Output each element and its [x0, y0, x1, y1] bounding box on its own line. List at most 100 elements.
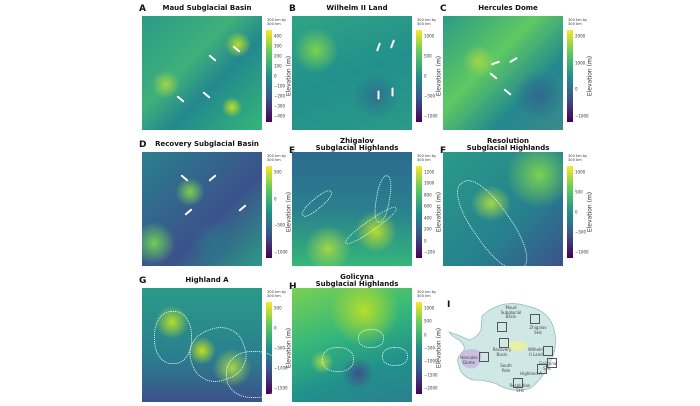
colorbar-label: Elevation (m) [586, 191, 594, 233]
elevation-map [292, 152, 412, 266]
highland-outline [358, 329, 384, 349]
colorbar-tick: −1000 [424, 113, 438, 119]
colorbar-tick: 0 [424, 73, 427, 79]
colorbar-tick: 600 [424, 203, 432, 209]
inset-label: Wilhelm II Land [527, 347, 545, 357]
arrow-icon [391, 87, 394, 97]
colorbar-tick: 200 [274, 53, 282, 59]
highland-outline [382, 347, 408, 367]
panel-title: Zhigalov Subglacial Highlands [315, 137, 399, 152]
colorbar-tick: −1000 [575, 249, 589, 255]
scale-label: 300 km by 300 km [568, 154, 588, 162]
colorbar [266, 30, 272, 122]
colorbar-tick: 500 [575, 189, 583, 195]
colorbar-tick: 400 [424, 215, 432, 221]
scale-label: 300 km by 300 km [267, 154, 287, 162]
elevation-map [142, 152, 262, 266]
colorbar-tick: −300 [274, 103, 285, 109]
elevation-panel-e: E Zhigalov Subglacial Highlands 300 km b… [289, 138, 459, 270]
colorbar-tick: 100 [274, 63, 282, 69]
panel-title: Highland A [185, 276, 229, 284]
colorbar [266, 302, 272, 394]
elevation-map [142, 16, 262, 130]
colorbar-tick: 400 [274, 33, 282, 39]
inset-label: Golicyna SHs [539, 361, 557, 371]
elevation-panel-g: G Highland A 300 km by 300 km Elevation … [139, 274, 309, 406]
colorbar-tick: −1000 [274, 249, 288, 255]
inset-label: Hercules Dome [460, 355, 478, 365]
scale-label: 300 km by 300 km [267, 18, 287, 26]
scale-label: 300 km by 300 km [417, 18, 437, 26]
highland-outline [154, 310, 192, 365]
elevation-panel-d: D Recovery Subglacial Basin 300 km by 30… [139, 138, 309, 270]
colorbar-tick: −1500 [424, 372, 438, 378]
colorbar-tick: 500 [274, 169, 282, 175]
elevation-map [443, 16, 563, 130]
colorbar-tick: −100 [274, 83, 285, 89]
inset-label: South Pole [500, 363, 512, 373]
colorbar-tick: −200 [424, 249, 435, 255]
colorbar-tick: 500 [274, 305, 282, 311]
colorbar-tick: 0 [424, 332, 427, 338]
colorbar-tick: −500 [575, 229, 586, 235]
panel-title: Resolution Subglacial Highlands [466, 137, 550, 152]
scale-label: 300 km by 300 km [267, 290, 287, 298]
inset-label: Resolution SHs [509, 383, 531, 393]
colorbar-tick: 1000 [575, 169, 586, 175]
colorbar-tick: −1000 [575, 113, 589, 119]
inset-label: Zhigalov SHs [529, 325, 547, 335]
colorbar-tick: 1000 [575, 60, 586, 66]
colorbar-tick: 800 [424, 192, 432, 198]
elevation-map [443, 152, 563, 266]
inset-label: Recovery Basin [492, 347, 512, 357]
colorbar-tick: −200 [274, 93, 285, 99]
inset-label: Maud Subglacial Basin [500, 305, 522, 319]
colorbar-tick: −500 [274, 345, 285, 351]
scale-label: 300 km by 300 km [568, 18, 588, 26]
colorbar-tick: −2000 [424, 385, 438, 391]
colorbar-tick: 200 [424, 226, 432, 232]
colorbar-tick: 0 [274, 73, 277, 79]
colorbar-tick: 0 [575, 86, 578, 92]
colorbar-tick: 1000 [424, 180, 435, 186]
elevation-panel-c: C Hercules Dome 300 km by 300 km Elevati… [440, 2, 610, 134]
colorbar-tick: 0 [575, 209, 578, 215]
elevation-panel-b: B Wilhelm II Land 300 km by 300 km Eleva… [289, 2, 459, 134]
colorbar [567, 30, 573, 122]
panel-title: Wilhelm II Land [326, 4, 388, 12]
panel-letter: E [289, 146, 296, 156]
panel-title: Golicyna Subglacial Highlands [315, 273, 399, 288]
colorbar-tick: −500 [424, 93, 435, 99]
elevation-map [292, 16, 412, 130]
colorbar-tick: 500 [424, 53, 432, 59]
colorbar-tick: 300 [274, 43, 282, 49]
colorbar [416, 302, 422, 394]
colorbar [416, 30, 422, 122]
colorbar-tick: −500 [424, 345, 435, 351]
colorbar-tick: 2000 [575, 33, 586, 39]
panel-title: Hercules Dome [478, 4, 538, 12]
colorbar-tick: −1500 [274, 385, 288, 391]
panel-letter: F [440, 146, 447, 156]
colorbar-tick: 1200 [424, 169, 435, 175]
highland-outline [322, 347, 354, 373]
panel-letter: I [447, 300, 451, 310]
elevation-panel-f: F Resolution Subglacial Highlands 300 km… [440, 137, 610, 279]
colorbar [266, 166, 272, 258]
arrow-icon [377, 90, 380, 100]
colorbar-tick: −400 [274, 113, 285, 119]
panel-letter: B [289, 4, 296, 14]
colorbar [567, 166, 573, 258]
antarctica-inset-map: I Maud Subglacial Basin Zhigalov SHs Rec… [447, 296, 567, 396]
colorbar-label: Elevation (m) [586, 55, 594, 97]
panel-letter: A [139, 4, 146, 14]
panel-letter: C [440, 4, 447, 14]
colorbar-tick: 500 [424, 318, 432, 324]
panel-letter: G [139, 276, 147, 286]
highland-outline [226, 350, 282, 399]
colorbar-tick: 0 [274, 196, 277, 202]
colorbar-tick: 1000 [424, 33, 435, 39]
panel-title: Recovery Subglacial Basin [155, 140, 259, 148]
antarctica-outline [448, 303, 556, 391]
colorbar-tick: 1000 [424, 305, 435, 311]
